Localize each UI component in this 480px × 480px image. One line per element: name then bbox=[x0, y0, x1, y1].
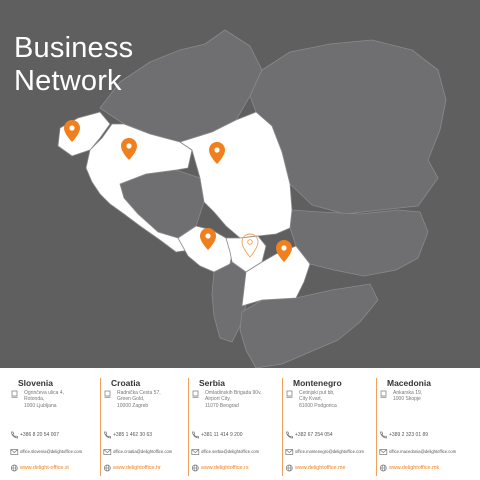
address-line: 10000 Zagreb bbox=[117, 402, 149, 409]
address-line: Cetinjski put bb, bbox=[299, 390, 335, 396]
phone-icon bbox=[286, 431, 293, 439]
website-text: www.delightoffice.me bbox=[295, 465, 346, 471]
address-line: 1000 Ljubljana bbox=[24, 402, 57, 409]
office-phone[interactable]: +386 8 20 54 007 bbox=[10, 431, 100, 439]
balkans-map bbox=[57, 29, 447, 368]
office-card-slovenia: Slovenia Ogrinčeva ulica 4, Rotonda, 100… bbox=[8, 378, 100, 476]
email-icon bbox=[10, 449, 19, 455]
email-text: office.serbia@delightoffice.com bbox=[201, 449, 260, 454]
office-phone[interactable]: +389 2 323 01 89 bbox=[379, 431, 469, 439]
phone-icon bbox=[104, 431, 111, 439]
office-website-link[interactable]: www.delightoffice.hr bbox=[103, 464, 193, 472]
globe-icon bbox=[191, 464, 199, 472]
address-line: Green Gold, bbox=[117, 396, 145, 403]
globe-icon bbox=[103, 464, 111, 472]
map-panel: Business Network bbox=[0, 0, 480, 368]
page-title: Business Network bbox=[14, 32, 133, 98]
region-croatia bbox=[85, 123, 193, 253]
office-address: Ankarska 19, 1000 Skopje bbox=[393, 390, 469, 403]
email-icon bbox=[379, 449, 388, 455]
title-line-2: Network bbox=[14, 65, 122, 97]
marker-montenegro[interactable] bbox=[200, 228, 216, 250]
region-greece bbox=[239, 283, 379, 368]
globe-icon bbox=[379, 464, 387, 472]
office-email[interactable]: office.serbia@delightoffice.com bbox=[191, 448, 281, 456]
office-phone[interactable]: +385 1 462 30 63 bbox=[103, 431, 193, 439]
marker-slovenia[interactable] bbox=[64, 120, 80, 142]
office-card-croatia: Croatia Radnička Cesta 57, Green Gold, 1… bbox=[100, 378, 193, 476]
office-country: Croatia bbox=[111, 378, 141, 388]
office-phone[interactable]: +382 67 254 054 bbox=[285, 431, 375, 439]
office-email[interactable]: office.montenegro@delightoffice.com bbox=[285, 448, 375, 456]
email-icon bbox=[285, 449, 294, 455]
office-website-link[interactable]: www.delight-office.si bbox=[10, 464, 100, 472]
address-line: Ankarska 19, bbox=[393, 390, 423, 396]
office-card-montenegro: Montenegro Cetinjski put bb, City Kvart,… bbox=[282, 378, 375, 476]
address-icon bbox=[286, 390, 293, 398]
office-website-link[interactable]: www.delightoffice.rs bbox=[191, 464, 281, 472]
globe-icon bbox=[10, 464, 18, 472]
office-country: Slovenia bbox=[18, 378, 53, 388]
office-card-macedonia: Macedonia Ankarska 19, 1000 Skopje +389 … bbox=[376, 378, 469, 476]
office-address: Cetinjski put bb, City Kvart, 81000 Podg… bbox=[299, 390, 375, 409]
office-directory: Slovenia Ogrinčeva ulica 4, Rotonda, 100… bbox=[0, 368, 480, 480]
email-icon bbox=[103, 449, 112, 455]
address-icon bbox=[11, 390, 18, 398]
office-email[interactable]: office.croatia@delightoffice.com bbox=[103, 448, 193, 456]
email-icon bbox=[191, 449, 200, 455]
address-line: 1000 Skopje bbox=[393, 396, 421, 403]
phone-text: +386 8 20 54 007 bbox=[20, 432, 60, 438]
office-address: Omladinskih Brigada 90v, Airport City, 1… bbox=[205, 390, 281, 409]
office-website-link[interactable]: www.delightoffice.mk bbox=[379, 464, 469, 472]
email-text: office.croatia@delightoffice.com bbox=[113, 449, 173, 454]
office-address: Radnička Cesta 57, Green Gold, 10000 Zag… bbox=[117, 390, 193, 409]
region-bulgaria bbox=[289, 209, 429, 277]
address-line: Rotonda, bbox=[24, 396, 45, 403]
website-text: www.delightoffice.mk bbox=[389, 465, 440, 471]
title-line-1: Business bbox=[14, 32, 134, 64]
office-email[interactable]: office.macedonia@delightoffice.com bbox=[379, 448, 469, 456]
region-bosnia bbox=[119, 169, 205, 239]
email-text: office.macedonia@delightoffice.com bbox=[389, 449, 457, 454]
phone-text: +382 67 254 054 bbox=[295, 432, 333, 438]
address-line: Ogrinčeva ulica 4, bbox=[24, 390, 65, 396]
office-country: Serbia bbox=[199, 378, 225, 388]
address-line: Omladinskih Brigada 90v, bbox=[205, 390, 262, 396]
phone-text: +385 1 462 30 63 bbox=[113, 432, 153, 438]
address-line: Airport City, bbox=[205, 396, 231, 403]
address-icon bbox=[104, 390, 111, 398]
website-text: www.delight-office.si bbox=[20, 465, 69, 471]
address-line: Radnička Cesta 57, bbox=[117, 390, 161, 396]
office-phone[interactable]: +381 11 414 9 200 bbox=[191, 431, 281, 439]
email-text: office.slovenia@delightoffice.com bbox=[20, 449, 83, 454]
region-macedonia bbox=[241, 245, 311, 307]
website-text: www.delightoffice.hr bbox=[113, 465, 161, 471]
office-address: Ogrinčeva ulica 4, Rotonda, 1000 Ljublja… bbox=[24, 390, 100, 409]
address-icon bbox=[192, 390, 199, 398]
office-email[interactable]: office.slovenia@delightoffice.com bbox=[10, 448, 100, 456]
phone-text: +381 11 414 9 200 bbox=[201, 432, 243, 438]
marker-kosovo[interactable] bbox=[241, 233, 259, 258]
office-website-link[interactable]: www.delightoffice.me bbox=[285, 464, 375, 472]
email-text: office.montenegro@delightoffice.com bbox=[295, 449, 365, 454]
address-line: City Kvart, bbox=[299, 396, 323, 403]
globe-icon bbox=[285, 464, 293, 472]
region-serbia bbox=[179, 111, 293, 239]
marker-croatia[interactable] bbox=[121, 138, 137, 160]
address-icon bbox=[380, 390, 387, 398]
marker-macedonia[interactable] bbox=[276, 240, 292, 262]
office-card-serbia: Serbia Omladinskih Brigada 90v, Airport … bbox=[188, 378, 281, 476]
phone-icon bbox=[380, 431, 387, 439]
marker-serbia[interactable] bbox=[209, 142, 225, 164]
phone-icon bbox=[11, 431, 18, 439]
address-line: 11070 Beograd bbox=[205, 402, 239, 409]
phone-icon bbox=[192, 431, 199, 439]
website-text: www.delightoffice.rs bbox=[201, 465, 249, 471]
office-country: Montenegro bbox=[293, 378, 342, 388]
address-line: 81000 Podgorica bbox=[299, 402, 337, 409]
office-country: Macedonia bbox=[387, 378, 431, 388]
phone-text: +389 2 323 01 89 bbox=[389, 432, 429, 438]
